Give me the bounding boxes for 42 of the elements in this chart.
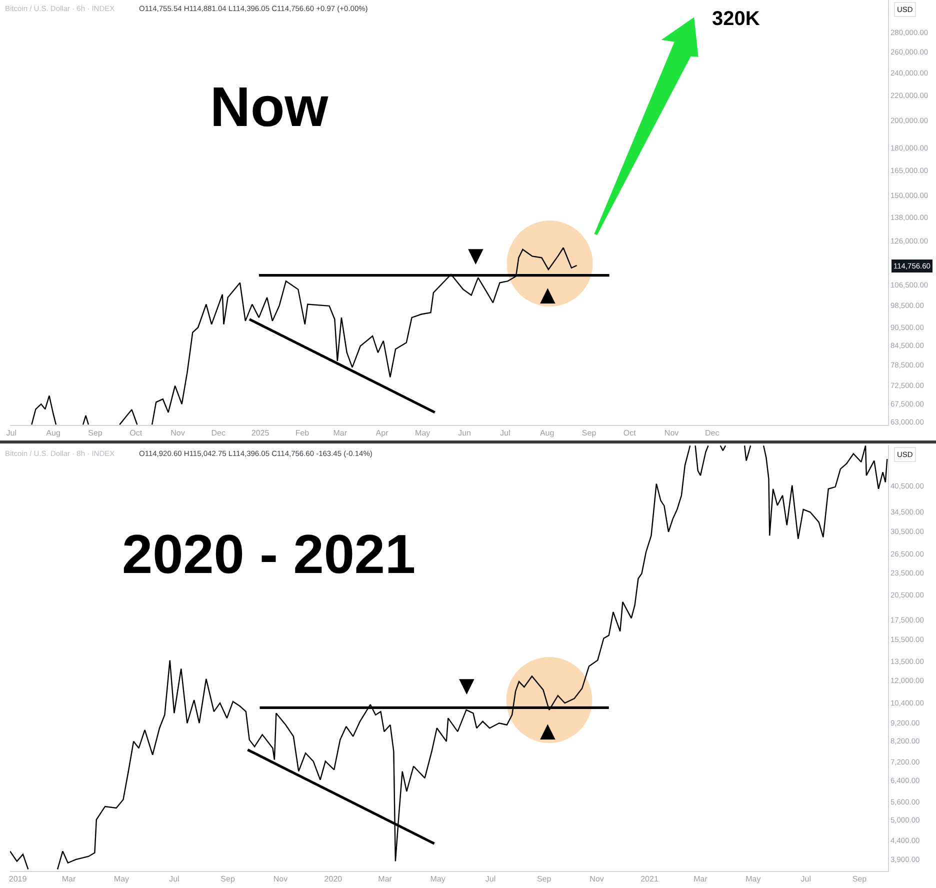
x-tick-label: Jul [169, 874, 180, 884]
x-tick-label: Mar [62, 874, 76, 884]
x-tick-label: Jul [800, 874, 812, 884]
x-tick-label: Dec [211, 428, 226, 438]
annotation: 320K [712, 8, 760, 30]
x-tick-label: Mar [378, 874, 392, 884]
x-tick-label: Jul [6, 428, 17, 438]
x-tick-label: Jun [458, 428, 472, 438]
annotation: Now [210, 75, 329, 138]
x-tick-label: Oct [130, 428, 143, 438]
x-tick-label: Apr [376, 428, 389, 438]
annotation: ▲ [540, 282, 556, 306]
x-tick-label: Sep [536, 874, 552, 884]
x-tick-label: 2019 [8, 874, 28, 884]
x-tick-label: 2025 [251, 428, 270, 438]
x-tick-label: Mar [333, 428, 348, 438]
x-tick-label: May [430, 874, 446, 884]
x-tick-label: Nov [170, 428, 185, 438]
x-tick-label: Sep [220, 874, 236, 884]
x-tick-label: May [415, 428, 430, 438]
x-tick-label: Nov [590, 874, 604, 884]
x-tick-label: May [746, 874, 761, 884]
x-tick-label: Sep [88, 428, 103, 438]
annotation: ▼ [459, 673, 475, 697]
x-tick-label: Nov [664, 428, 679, 438]
x-tick-label: Sep [582, 428, 597, 438]
x-tick-label: Dec [705, 428, 720, 438]
annotation: 2020 - 2021 [122, 523, 416, 585]
annotation: ▼ [468, 243, 484, 267]
x-tick-label: Aug [540, 428, 554, 438]
x-tick-label: Feb [295, 428, 310, 438]
x-tick-label: Jul [500, 428, 510, 438]
x-tick-label: Nov [273, 874, 288, 884]
x-tick-label: Sep [852, 874, 868, 884]
x-tick-label: Jul [485, 874, 496, 884]
x-tick-label: Oct [623, 428, 637, 438]
x-tick-label: 2021 [640, 874, 659, 884]
x-tick-label: May [114, 874, 130, 884]
x-tick-label: 2020 [324, 874, 343, 884]
x-tick-label: Aug [46, 428, 60, 438]
x-tick-label: Mar [694, 874, 708, 884]
annotation: ▲ [540, 718, 556, 742]
